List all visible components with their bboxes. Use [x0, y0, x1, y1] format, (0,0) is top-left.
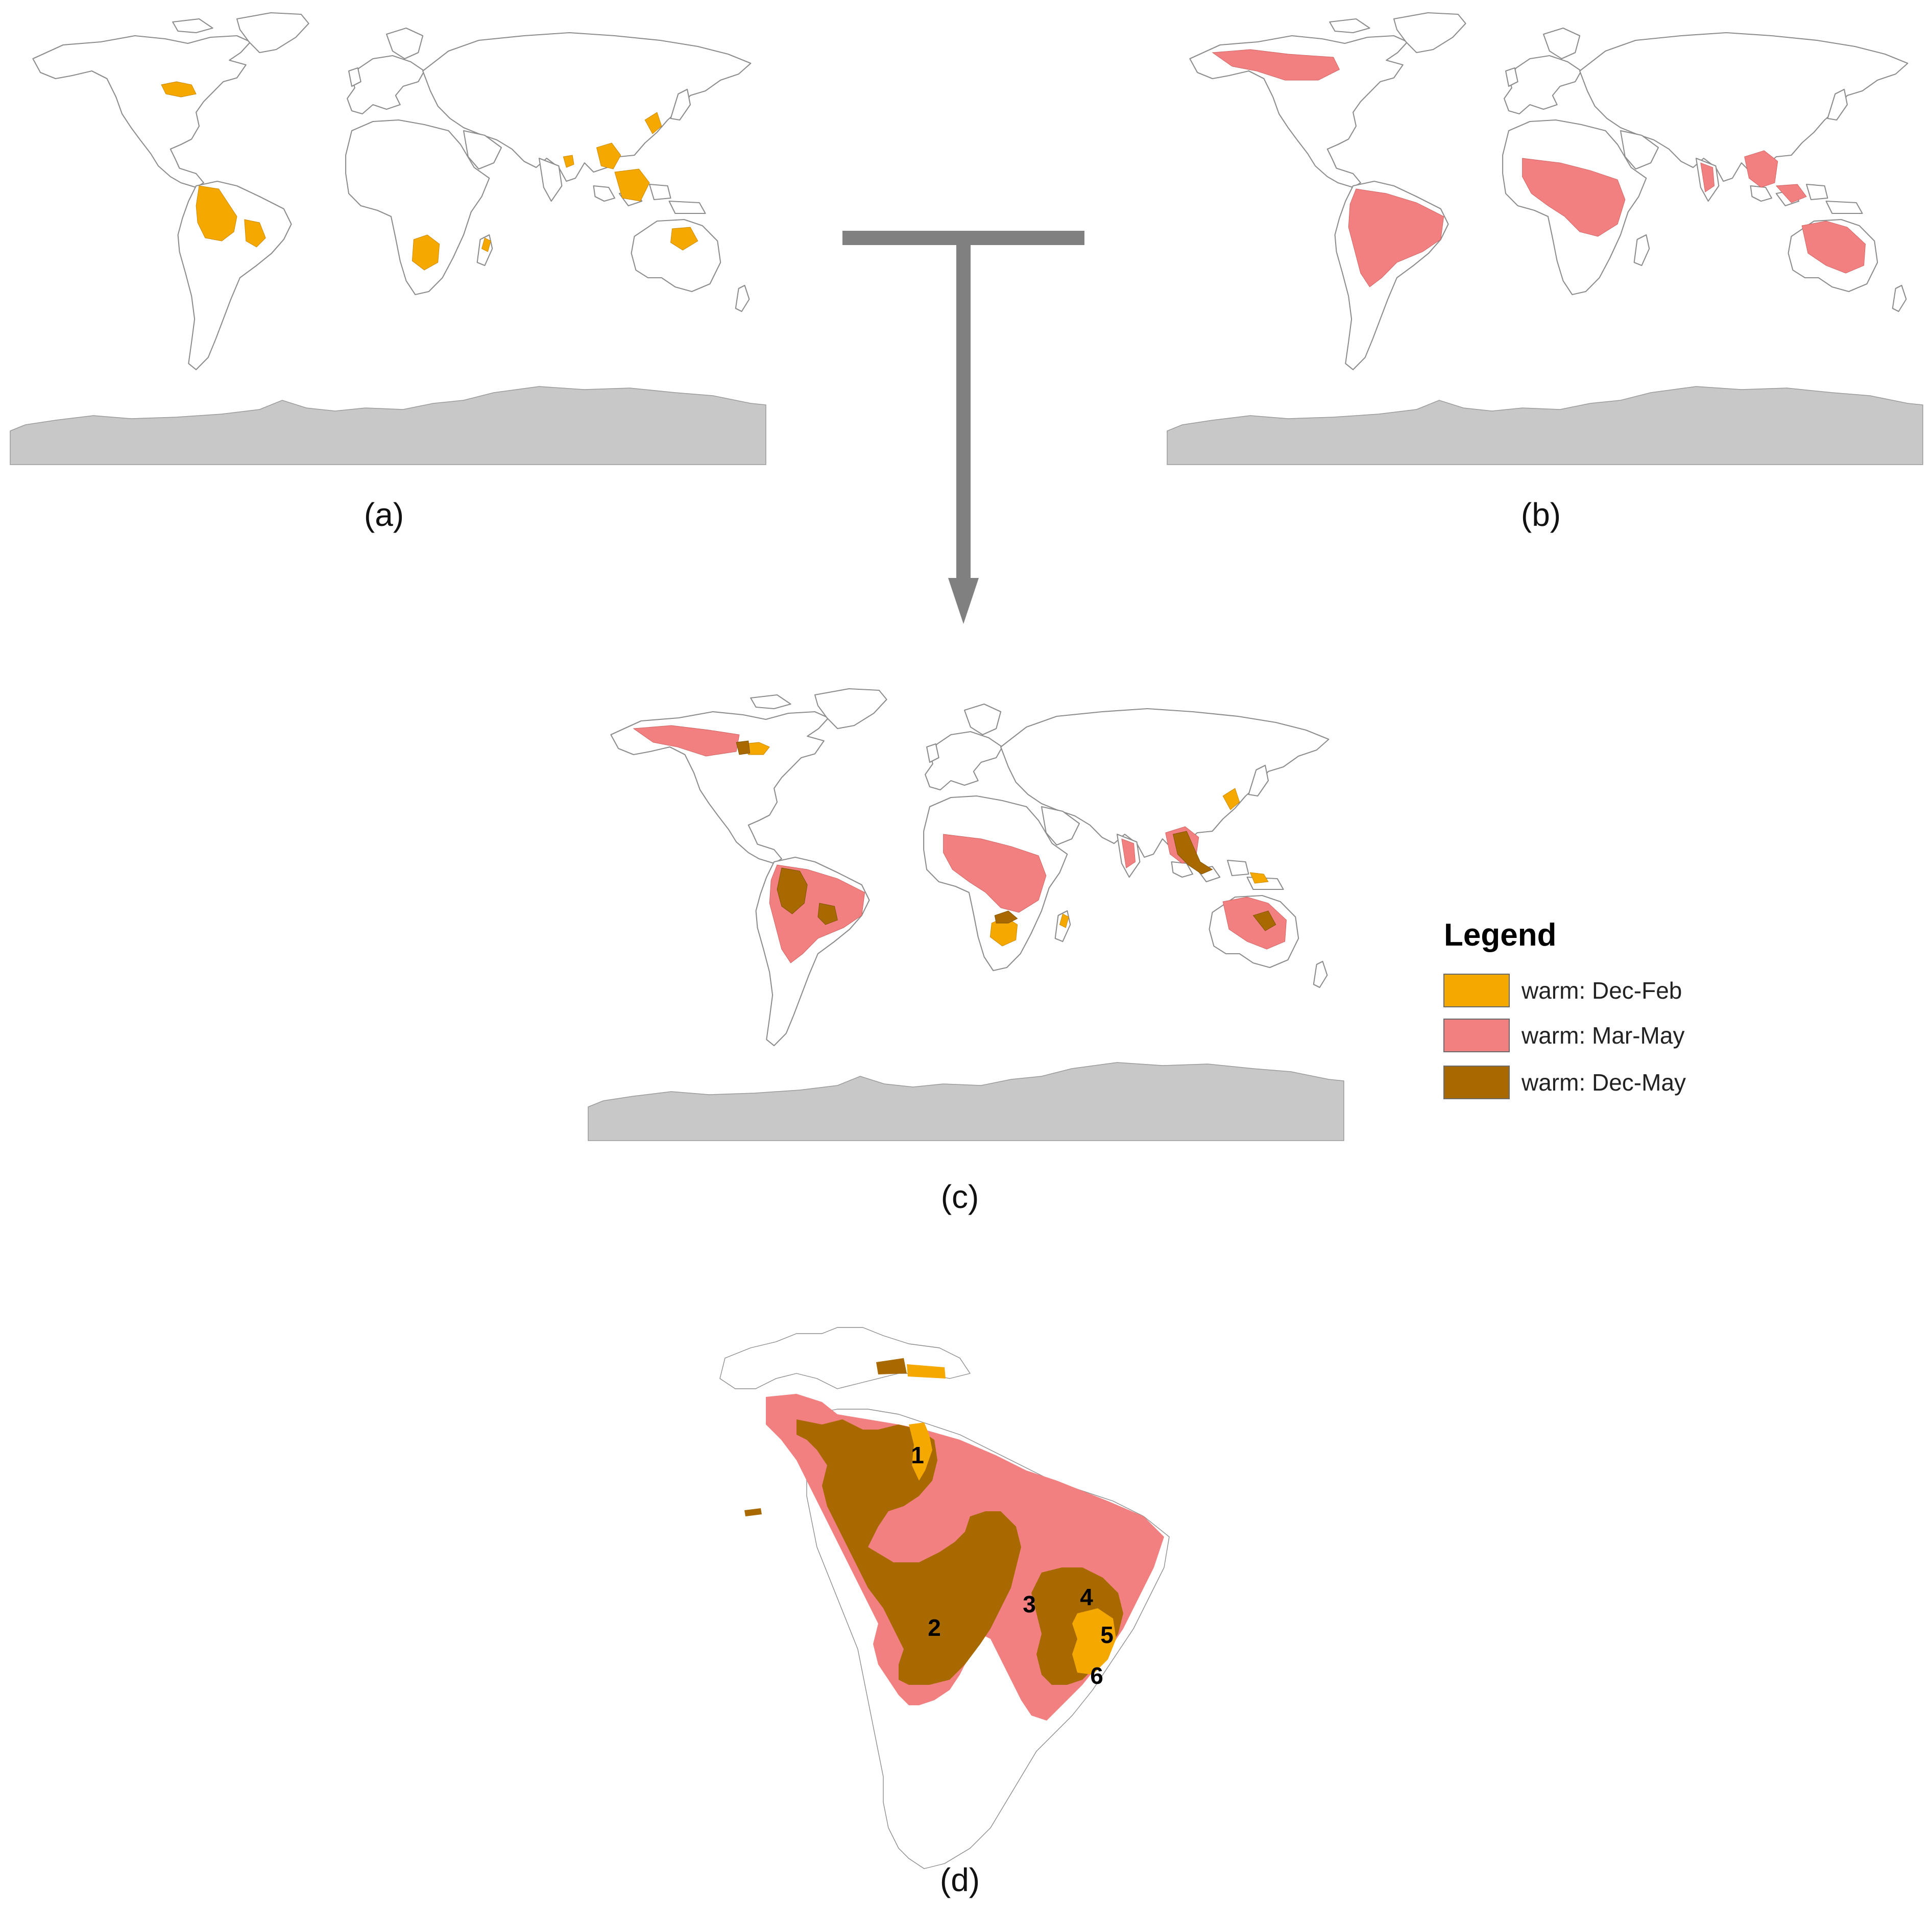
legend-label-dec-may: warm: Dec-May — [1521, 1069, 1686, 1096]
warm-mar-may-regions-b — [1212, 49, 1866, 287]
panel-label-c: (c) — [941, 1178, 979, 1215]
map-panel-d: 1 2 3 4 5 6 — [719, 1327, 1170, 1869]
central-america-outline — [719, 1327, 971, 1389]
warm-dec-feb-regions-c — [743, 742, 1269, 947]
panel-label-a: (a) — [364, 496, 404, 533]
warm-dec-may-regions-c — [736, 740, 1276, 931]
warm-dec-feb-zone-d-southeast — [1072, 1608, 1116, 1675]
panel-label-d: (d) — [940, 1862, 980, 1898]
legend-title: Legend — [1444, 917, 1556, 953]
warm-dec-may-zone-d-west — [796, 1419, 1021, 1685]
map-panel-c — [587, 688, 1345, 1142]
legend-item-dec-feb: warm: Dec-Feb — [1443, 974, 1682, 1007]
legend-item-dec-may: warm: Dec-May — [1443, 1066, 1686, 1099]
map-panel-b — [1166, 12, 1924, 466]
caribbean-dec-feb-zone-d — [907, 1364, 946, 1379]
map-panel-a — [9, 12, 767, 466]
legend: Legend warm: Dec-Feb warm: Mar-May warm:… — [1443, 917, 1686, 1099]
region-number-1: 1 — [911, 1442, 924, 1468]
region-number-5: 5 — [1100, 1622, 1114, 1648]
legend-item-mar-may: warm: Mar-May — [1443, 1019, 1684, 1052]
warm-dec-feb-zone-d-north — [909, 1422, 932, 1481]
legend-swatch-dec-feb — [1443, 974, 1510, 1007]
region-number-6: 6 — [1090, 1662, 1103, 1689]
galapagos-dec-may-d — [744, 1508, 762, 1516]
legend-label-dec-feb: warm: Dec-Feb — [1521, 977, 1682, 1004]
combine-arrow — [842, 231, 1084, 624]
region-number-3: 3 — [1023, 1591, 1036, 1617]
legend-swatch-mar-may — [1443, 1019, 1510, 1052]
caribbean-dec-may-zone-d — [876, 1358, 907, 1374]
warm-dec-feb-regions-a — [161, 81, 698, 271]
legend-label-mar-may: warm: Mar-May — [1521, 1022, 1684, 1049]
region-number-4: 4 — [1080, 1584, 1093, 1610]
panel-label-b: (b) — [1521, 496, 1561, 533]
region-number-2: 2 — [928, 1614, 941, 1641]
legend-swatch-dec-may — [1443, 1066, 1510, 1099]
